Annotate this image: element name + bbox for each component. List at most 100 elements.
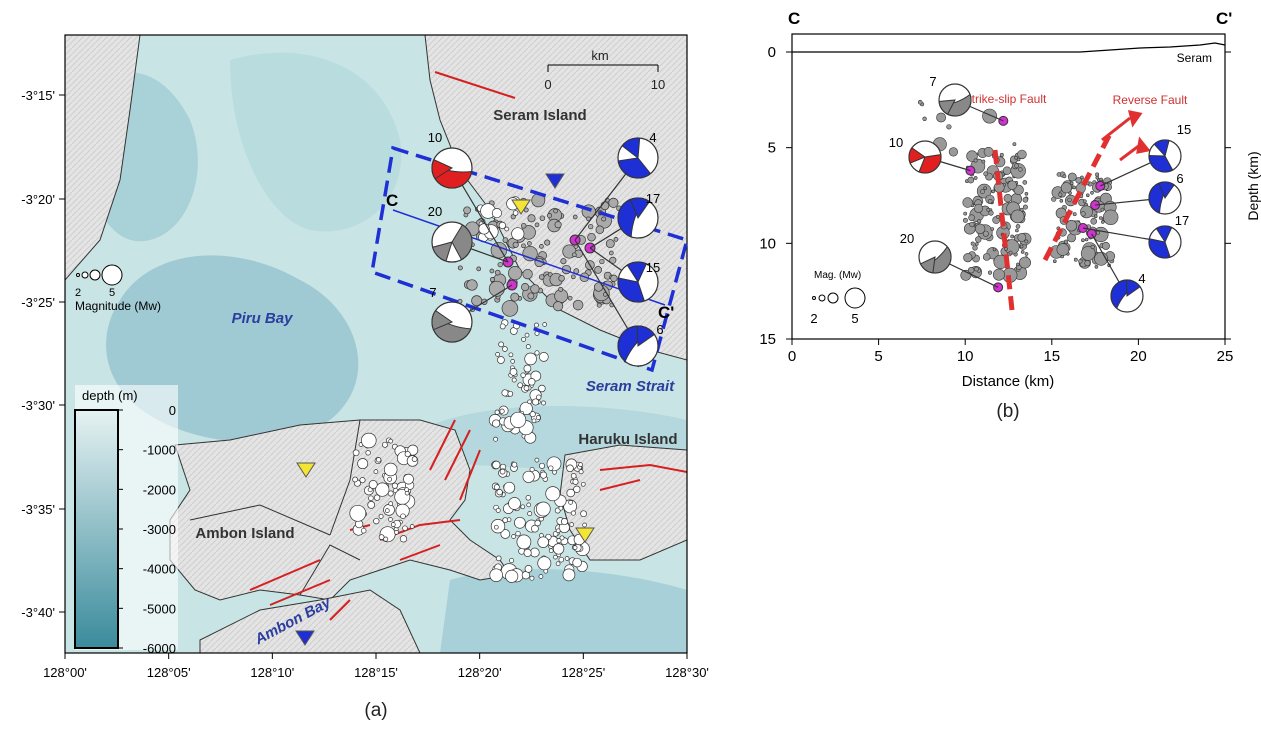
map-event-dot bbox=[531, 418, 537, 424]
section-event-dot bbox=[1090, 191, 1094, 195]
section-event-dot bbox=[1065, 220, 1078, 232]
map-event-dot bbox=[502, 346, 508, 352]
map-event-dot bbox=[587, 232, 596, 242]
section-event-dots bbox=[911, 99, 1119, 293]
map-event-dot bbox=[510, 214, 516, 220]
section-x-tick-label: 25 bbox=[1217, 348, 1234, 365]
section-event-dot bbox=[962, 217, 968, 223]
map-event-dot bbox=[388, 501, 394, 506]
section-event-dot bbox=[1056, 172, 1062, 177]
section-event-dot bbox=[1013, 184, 1024, 195]
map-event-dot bbox=[378, 513, 384, 519]
focal-mechanism-label: 10 bbox=[428, 130, 442, 145]
map-event-dot bbox=[568, 500, 573, 505]
focal-mechanism-label: 17 bbox=[1175, 213, 1189, 228]
map-event-dot bbox=[517, 382, 524, 389]
map-event-dot bbox=[411, 456, 418, 462]
section-event-dot bbox=[1084, 260, 1091, 267]
map-event-dot bbox=[548, 465, 554, 471]
map-event-dot bbox=[534, 519, 541, 527]
section-event-dot bbox=[1073, 257, 1078, 262]
map-event-dot bbox=[531, 524, 539, 533]
section-event-dot bbox=[973, 203, 983, 213]
section-event-dot bbox=[1086, 193, 1090, 198]
section-event-dot bbox=[995, 214, 1000, 219]
section-event-dot bbox=[1056, 243, 1070, 256]
section-event-dot bbox=[983, 146, 994, 157]
map-event-dot bbox=[573, 485, 581, 493]
focal-mechanism-label: 15 bbox=[1177, 122, 1191, 137]
section-x-tick-label: 15 bbox=[1043, 348, 1060, 365]
map-event-dot bbox=[471, 295, 483, 307]
depth-colorbar: depth (m) 0 -1000 -2000 -3000 -4000 -5000 -600… bbox=[74, 385, 178, 656]
section-event-dot bbox=[962, 197, 973, 208]
map-event-dot bbox=[512, 241, 519, 248]
map-event-dot bbox=[409, 524, 415, 529]
map-x-tick-label: 128°00' bbox=[43, 665, 87, 680]
section-event-dot bbox=[1078, 259, 1083, 264]
focal-mechanism-7: 7 bbox=[429, 284, 513, 343]
focal-mechanism-label: 20 bbox=[428, 204, 442, 219]
map-event-dot bbox=[543, 568, 549, 574]
map-y-tick-label: -3°30' bbox=[21, 398, 55, 413]
map-event-dot bbox=[599, 258, 605, 265]
map-section-end: C' bbox=[658, 303, 674, 322]
map-event-dot bbox=[505, 569, 519, 583]
map-event-dot bbox=[544, 239, 551, 246]
map-event-dot bbox=[493, 524, 499, 530]
section-event-dot bbox=[992, 247, 997, 252]
map-event-dot bbox=[522, 268, 533, 280]
map-event-dot bbox=[515, 530, 521, 537]
map-event-dot bbox=[567, 295, 573, 301]
section-event-dot bbox=[1004, 247, 1008, 251]
section-event-dot bbox=[1014, 156, 1018, 160]
section-event-dot bbox=[987, 199, 993, 204]
section-event-dot bbox=[967, 267, 975, 274]
section-event-dot bbox=[999, 153, 1004, 158]
section-event-dot bbox=[1019, 256, 1031, 269]
section-event-dot bbox=[948, 147, 959, 157]
focal-mechanism-4: 4 bbox=[1091, 233, 1146, 313]
map-event-dot bbox=[383, 462, 398, 477]
map-event-dot bbox=[539, 215, 546, 221]
focal-mechanism-label: 10 bbox=[889, 135, 903, 150]
map-event-dot bbox=[534, 222, 540, 228]
reverse-fault bbox=[1042, 128, 1115, 262]
section-magnitude-legend: Mag. (Mw) 2 5 bbox=[810, 270, 866, 326]
section-event-dot bbox=[1024, 252, 1029, 256]
section-event-dot bbox=[1003, 194, 1012, 203]
section-event-dot bbox=[1093, 214, 1098, 218]
map-event-dot bbox=[501, 389, 509, 397]
map-event-dot bbox=[539, 244, 544, 249]
map-event-dot bbox=[489, 277, 495, 282]
map-event-dot bbox=[578, 469, 584, 475]
map-event-dot bbox=[521, 336, 527, 342]
map-event-dot bbox=[499, 323, 506, 330]
section-event-dot bbox=[1012, 142, 1017, 147]
section-event-dot bbox=[936, 112, 946, 123]
section-event-dot bbox=[1022, 180, 1028, 185]
map-event-dot bbox=[537, 556, 552, 571]
map-event-dot bbox=[552, 543, 565, 555]
map-event-dot bbox=[497, 261, 503, 268]
section-event-dot bbox=[1069, 181, 1074, 186]
map-event-dot bbox=[511, 461, 518, 468]
station-triangle-1 bbox=[511, 199, 531, 215]
map-event-dot bbox=[508, 352, 514, 358]
label-haruku-island: Haruku Island bbox=[578, 431, 677, 448]
panel-b-caption: (b) bbox=[996, 401, 1019, 422]
map-event-dot bbox=[493, 436, 499, 442]
section-event-dot bbox=[983, 186, 988, 190]
section-event-dot bbox=[982, 230, 989, 237]
colorbar-tick-label: -5000 bbox=[143, 601, 176, 616]
map-event-dot bbox=[492, 419, 501, 428]
section-event-dot bbox=[1099, 216, 1103, 220]
x-axis-label: Distance (km) bbox=[962, 373, 1055, 390]
map-event-dot bbox=[388, 438, 394, 444]
map-event-dot bbox=[521, 283, 530, 292]
sec-mag-label: Mag. (Mw) bbox=[814, 270, 861, 281]
map-event-dot bbox=[375, 482, 390, 497]
map-event-dot bbox=[504, 226, 510, 232]
map-event-dot bbox=[492, 460, 501, 470]
map-event-dot bbox=[511, 534, 516, 539]
